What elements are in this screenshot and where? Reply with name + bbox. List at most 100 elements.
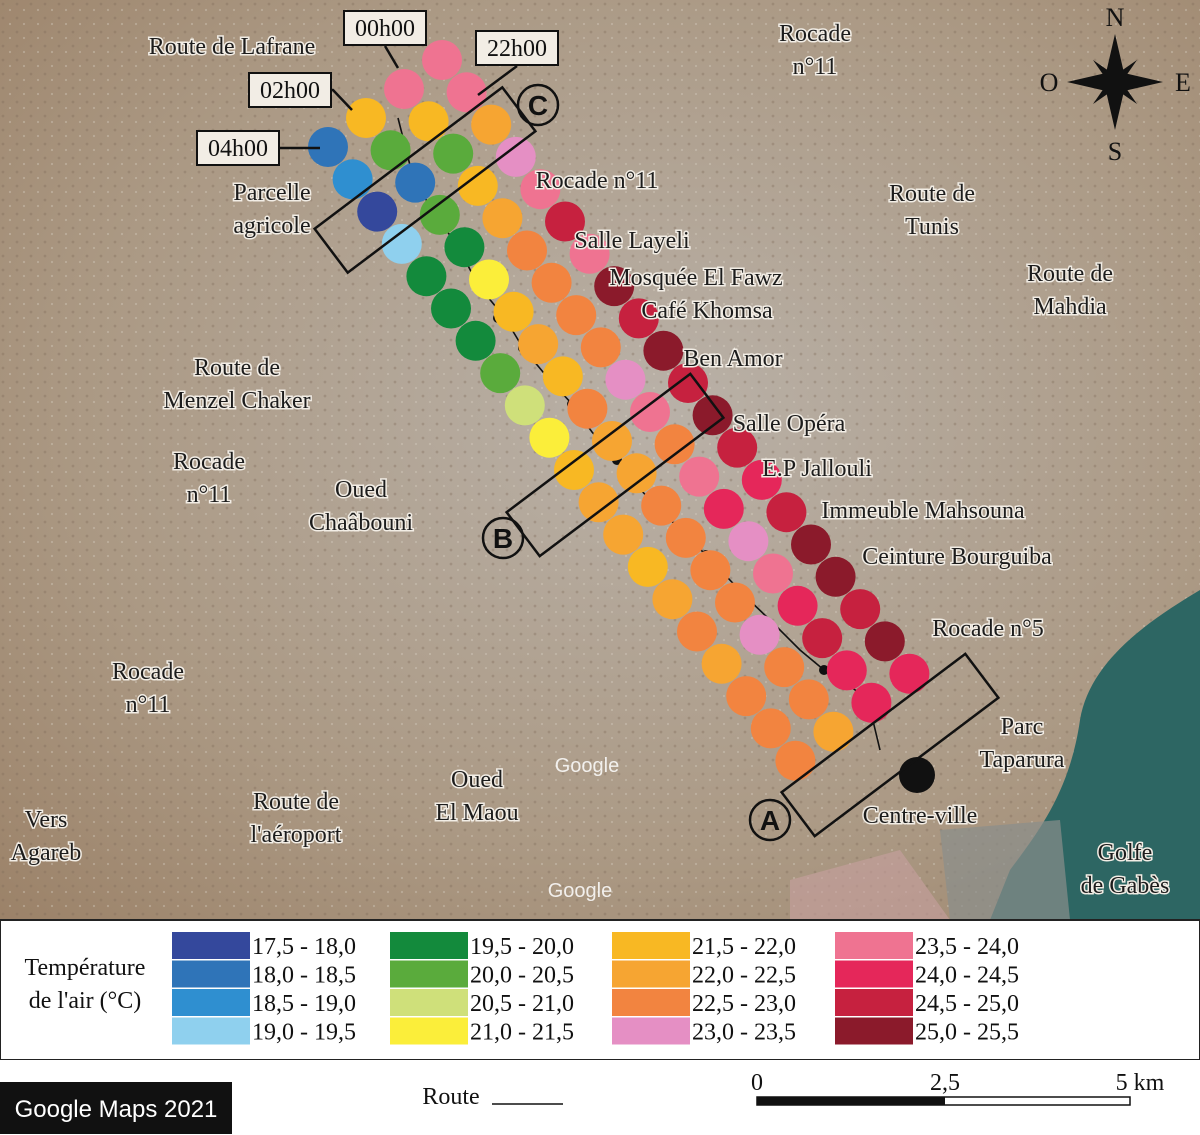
place-label: Centre-ville: [863, 803, 978, 829]
temperature-circle: [630, 392, 670, 432]
temperature-circle: [446, 72, 487, 113]
legend-label: 19,5 - 20,0: [470, 934, 574, 960]
temperature-circle: [370, 130, 411, 171]
scale-bar-fill: [757, 1097, 945, 1105]
place-label: Parc: [1001, 714, 1044, 740]
legend-label: 24,5 - 25,0: [915, 991, 1019, 1017]
legend-swatch: [835, 932, 913, 959]
legend-label: 17,5 - 18,0: [252, 934, 356, 960]
temperature-circle: [357, 191, 398, 232]
temperature-circle: [455, 320, 496, 361]
salt-pans: [790, 850, 950, 920]
compass-letter: E: [1175, 68, 1191, 97]
temperature-circle: [643, 330, 684, 371]
place-label: n°11: [187, 482, 232, 508]
time-box: [343, 10, 427, 46]
place-label: Golfe: [1098, 840, 1153, 866]
temperature-circle: [692, 395, 733, 436]
legend-swatch: [835, 1017, 913, 1045]
time-leader: [331, 88, 353, 111]
place-label: de Gabès: [1081, 873, 1170, 899]
transect-box: [779, 652, 1001, 838]
temperature-circle: [728, 521, 769, 562]
legend-swatch: [835, 960, 913, 988]
legend-swatch: [390, 1017, 468, 1045]
site-marker: [516, 83, 560, 127]
time-box: [196, 130, 280, 166]
place-label: Mahdia: [1033, 294, 1107, 320]
time-leader: [477, 64, 518, 97]
place-label: Salle Layeli: [574, 228, 690, 254]
temperature-circle: [567, 388, 608, 429]
place-label: Rocade: [779, 21, 851, 47]
temperature-circle: [444, 227, 485, 268]
temperature-circle: [665, 517, 706, 558]
route-legend-label: Route: [422, 1084, 479, 1110]
scale-label: 2,5: [930, 1070, 960, 1096]
temperature-circle: [766, 492, 807, 533]
temperature-circle: [741, 459, 782, 500]
temperature-circle: [406, 256, 447, 297]
overlay: A B C 04h00 02h00 00h00 22h00 Route de Lafrane R…: [9, 3, 1191, 902]
temperature-circle: [764, 647, 805, 688]
temperature-circle: [431, 288, 471, 329]
temperature-circle: [419, 194, 460, 235]
temperature-circle: [504, 385, 545, 426]
temperature-circle: [739, 614, 780, 655]
temperature-circle: [381, 223, 422, 264]
scale-label: 0: [751, 1070, 763, 1096]
temperature-circle: [395, 162, 436, 203]
temperature-circle: [677, 611, 717, 652]
site-marker: [481, 516, 525, 560]
legend-swatch: [612, 932, 690, 959]
place-label: Route de Lafrane: [149, 34, 316, 60]
temperature-circle: [578, 482, 619, 523]
place-label: Agareb: [11, 840, 82, 866]
legend-title: de l'air (°C): [29, 988, 142, 1014]
place-label: Oued: [335, 477, 387, 503]
temperature-circle: [715, 582, 755, 623]
time-label: 00h00: [355, 16, 415, 42]
place-label: Taparura: [980, 747, 1065, 773]
legend-swatch: [390, 932, 468, 959]
temperature-circle: [701, 643, 742, 684]
temperature-circle: [627, 546, 668, 587]
place-label: Rocade: [112, 659, 184, 685]
legend-label: 18,5 - 19,0: [252, 991, 356, 1017]
temperature-circle: [815, 556, 856, 597]
place-label: l'aéroport: [251, 822, 342, 848]
temperature-circle: [482, 198, 523, 239]
compass-letter: N: [1106, 3, 1125, 32]
legend-label: 18,0 - 18,5: [252, 963, 356, 989]
legend-label: 21,5 - 22,0: [692, 934, 796, 960]
place-label: Menzel Chaker: [163, 388, 310, 414]
compass-letter: S: [1108, 137, 1122, 166]
place-label: Salle Opéra: [733, 411, 846, 437]
legend-swatch: [172, 932, 250, 959]
place-label: Chaâbouni: [309, 510, 413, 536]
temperature-circle: [668, 363, 708, 403]
source-box: [0, 1082, 232, 1134]
place-label: Rocade n°5: [932, 616, 1044, 642]
time-box: [248, 72, 332, 108]
place-label: Route de: [1027, 261, 1113, 287]
scale-label: 5 km: [1116, 1070, 1165, 1096]
temperature-circle: [308, 127, 348, 167]
temperature-circle: [788, 679, 829, 720]
place-label: Immeuble Mahsouna: [821, 498, 1025, 524]
centre-ville-point: [899, 757, 935, 793]
temperature-circle: [457, 165, 498, 206]
legend-swatch: [612, 960, 690, 988]
compass-letter: O: [1040, 68, 1059, 97]
temperature-circle: [433, 133, 474, 174]
temperature-circle: [542, 356, 583, 397]
temperature-circle: [864, 621, 905, 662]
road-point: [819, 665, 829, 675]
temperature-circle: [471, 104, 512, 145]
place-label: Tunis: [905, 214, 959, 240]
temperature-circle: [408, 101, 449, 142]
time-label: 04h00: [208, 136, 268, 162]
temperature-circle: [777, 585, 818, 626]
legend-title: Température: [25, 955, 146, 981]
temperature-circle: [840, 589, 881, 630]
